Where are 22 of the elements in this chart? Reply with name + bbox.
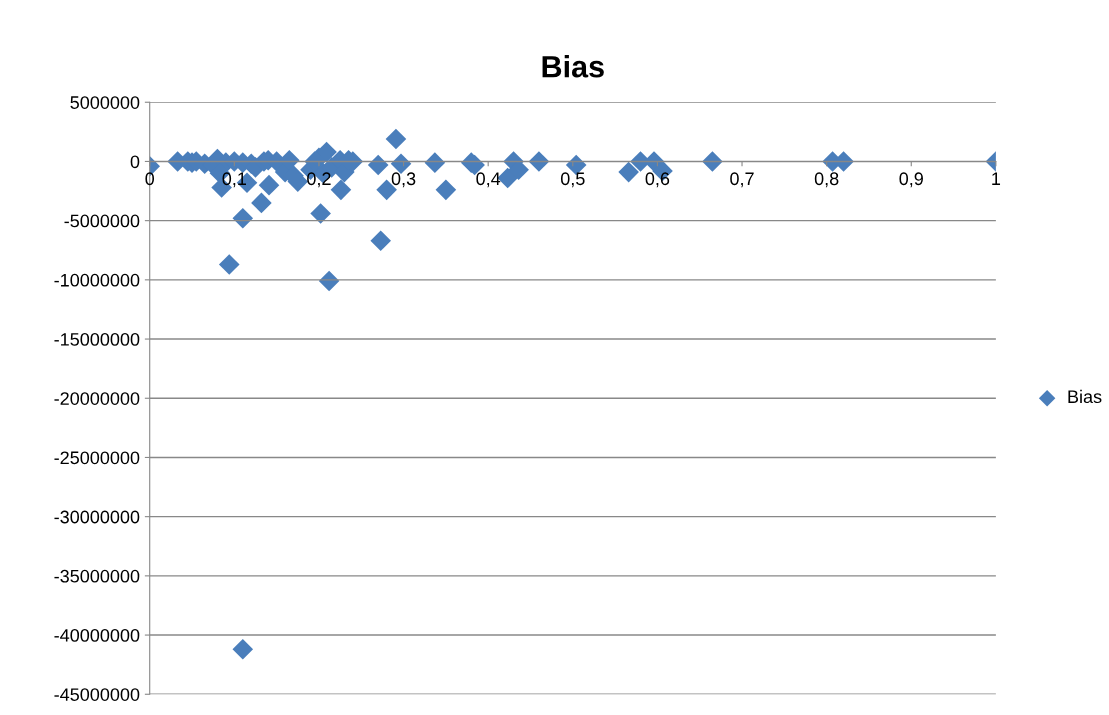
- y-tick-label: -5000000: [64, 214, 140, 228]
- x-tick-label: 0,8: [814, 172, 839, 188]
- y-tick-label: -35000000: [54, 569, 140, 583]
- y-tick-label: 0: [130, 155, 140, 169]
- x-tick-label: 0,4: [476, 172, 501, 188]
- y-tick-label: -30000000: [54, 510, 140, 524]
- y-tick-label: -25000000: [54, 451, 140, 465]
- x-tick-label: 0,3: [391, 172, 416, 188]
- x-tick-label: 0,6: [645, 172, 670, 188]
- x-tick-label: 0,9: [899, 172, 923, 188]
- legend-label: Bias: [1068, 389, 1102, 404]
- x-tick-label: 1: [992, 172, 1001, 185]
- y-tick-label: -10000000: [54, 273, 140, 287]
- x-tick-label: 0,7: [730, 172, 754, 188]
- chart-title: Bias: [542, 55, 604, 78]
- y-tick-label: -15000000: [54, 332, 140, 346]
- y-tick-label: -40000000: [54, 629, 140, 642]
- x-tick-label: 0,5: [560, 172, 585, 188]
- y-tick-label: -20000000: [54, 392, 140, 405]
- y-tick-label: 5000000: [70, 96, 140, 109]
- y-tick-label: -45000000: [54, 688, 140, 701]
- x-tick-label: 0: [145, 172, 155, 186]
